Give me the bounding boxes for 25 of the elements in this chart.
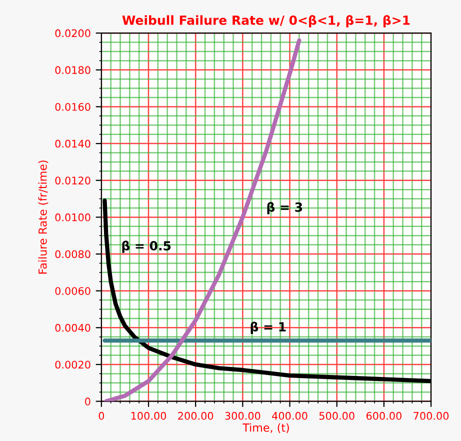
x-tick-label: 700.00 bbox=[414, 412, 449, 420]
x-tick-label: 400.00 bbox=[272, 412, 308, 420]
x-tick-label: 200.00 bbox=[178, 412, 214, 420]
x-tick-label: 600.00 bbox=[366, 412, 402, 420]
y-tick-label: 0.0140 bbox=[55, 140, 90, 148]
y-tick-label: 0 bbox=[85, 398, 90, 406]
x-tick-label: 500.00 bbox=[319, 412, 354, 420]
annotation: β = 0.5 bbox=[122, 240, 171, 253]
y-tick-label: 0.0160 bbox=[55, 102, 90, 111]
x-tick-label: 300.00 bbox=[225, 412, 260, 420]
x-tick-label: 0 bbox=[98, 412, 104, 420]
y-tick-label: 0.0100 bbox=[55, 213, 90, 222]
y-tick-label: 0.0200 bbox=[55, 29, 90, 38]
chart-title: Weibull Failure Rate w/ 0<β<1, β=1, β>1 bbox=[122, 15, 410, 28]
x-tick-label: 100.00 bbox=[131, 412, 166, 420]
line-series bbox=[104, 38, 302, 402]
y-tick-label: 0.0060 bbox=[55, 287, 90, 295]
y-tick-label: 0.0020 bbox=[55, 360, 90, 369]
y-axis-title: Failure Rate (fr/time) bbox=[38, 160, 48, 274]
x-axis-title: Time, (t) bbox=[242, 423, 289, 434]
y-tick-label: 0.0080 bbox=[55, 250, 90, 258]
annotation: β = 3 bbox=[267, 202, 302, 214]
y-tick-label: 0.0040 bbox=[55, 324, 90, 332]
y-tick-label: 0.0120 bbox=[55, 176, 90, 184]
y-tick-label: 0.0180 bbox=[55, 66, 90, 74]
